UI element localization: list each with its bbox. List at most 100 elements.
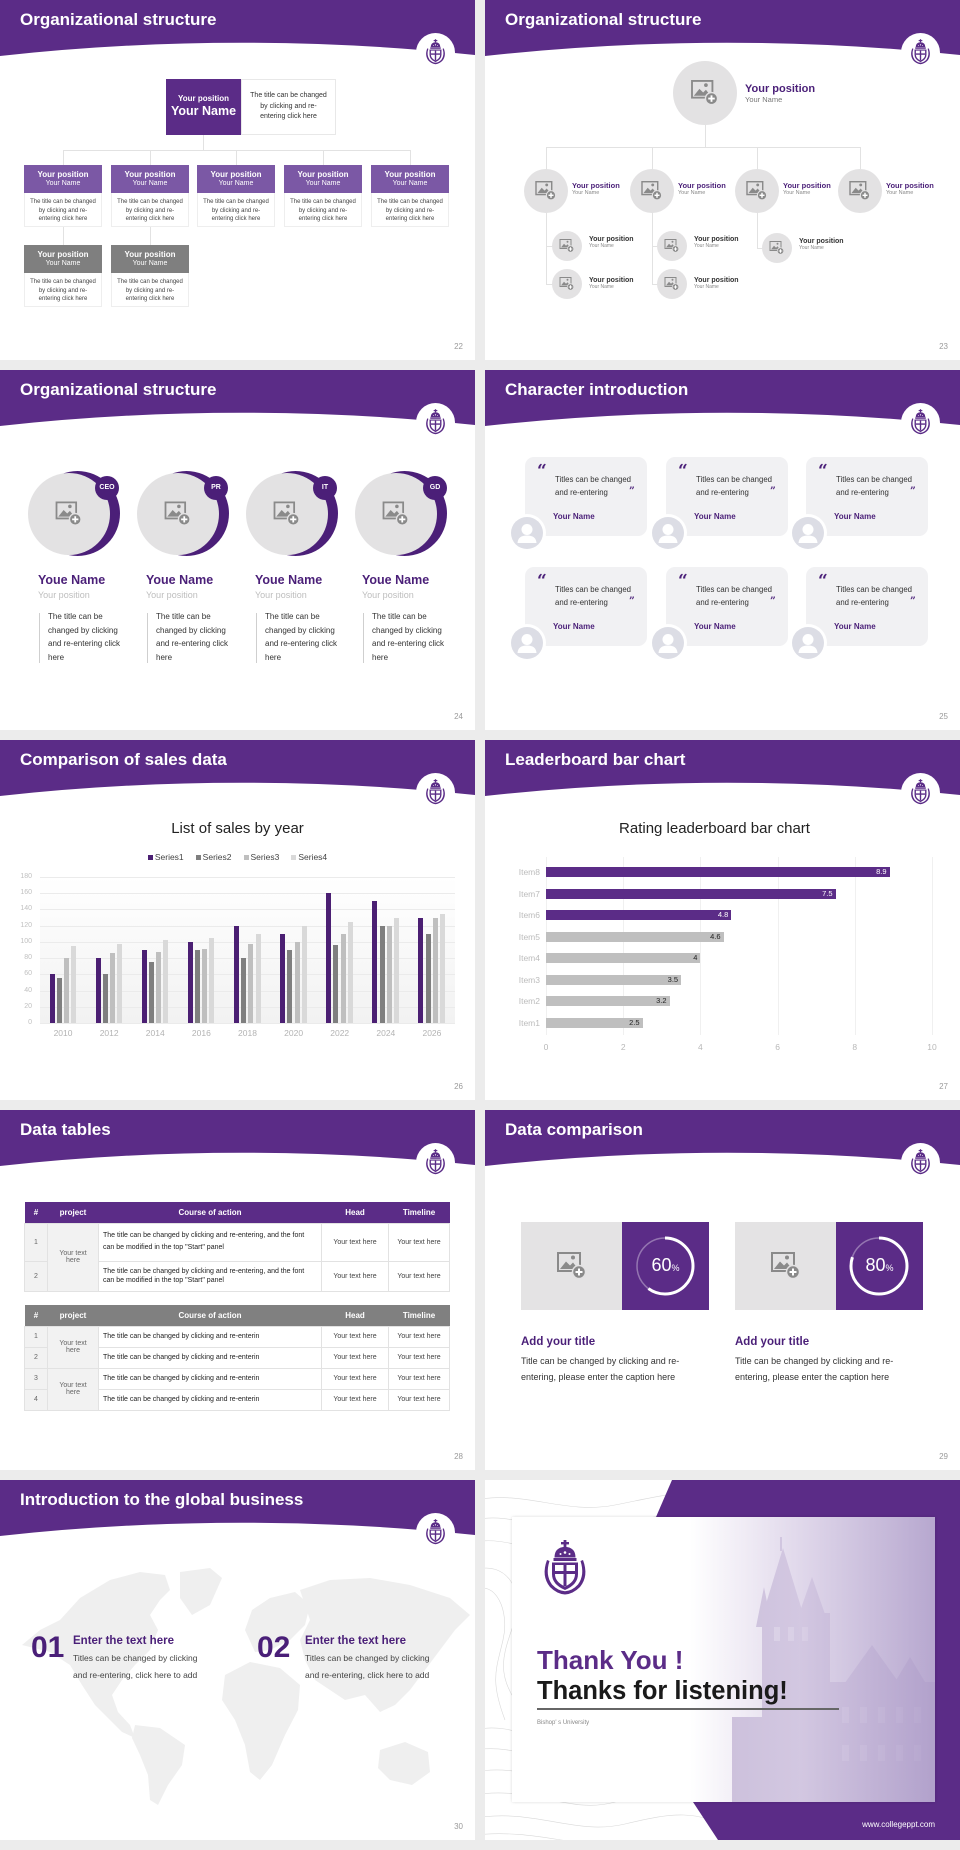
position-label: Your position bbox=[572, 181, 620, 190]
bar-series4-2026 bbox=[440, 913, 446, 1023]
photo-placeholder bbox=[657, 269, 687, 299]
org-card: Your position Your Name The title can be … bbox=[24, 165, 102, 227]
org-card-header: Your position Your Name bbox=[197, 165, 275, 193]
progress-percent: 80% bbox=[836, 1255, 923, 1276]
name-label: Your Name bbox=[783, 190, 811, 196]
photo-placeholder bbox=[552, 231, 582, 261]
column-header: # bbox=[24, 1305, 48, 1326]
image-placeholder-icon bbox=[165, 502, 192, 527]
name-label: Your Name bbox=[886, 190, 914, 196]
table-row: 2 The title can be changed by clicking a… bbox=[24, 1260, 450, 1292]
y-tick-label: 80 bbox=[24, 954, 32, 962]
image-placeholder-icon bbox=[560, 277, 575, 291]
category-label: Item2 bbox=[518, 996, 540, 1007]
avatar bbox=[649, 624, 687, 662]
avatar bbox=[789, 624, 827, 662]
image-placeholder-icon bbox=[770, 241, 785, 255]
item-number: 02 bbox=[257, 1631, 291, 1664]
y-tick-label: 100 bbox=[20, 937, 32, 945]
user-avatar-icon bbox=[792, 517, 824, 549]
y-tick-label: 40 bbox=[24, 986, 32, 994]
image-placeholder-icon bbox=[560, 239, 575, 253]
org-card: Your position Your Name The title can be … bbox=[197, 165, 275, 227]
gridline bbox=[546, 857, 547, 1035]
org-card-description: The title can be changed by clicking and… bbox=[111, 193, 189, 227]
university-crest-icon bbox=[901, 1143, 940, 1182]
connector-line bbox=[203, 135, 204, 150]
header-band bbox=[485, 740, 960, 796]
slide-title: Character introduction bbox=[505, 380, 689, 399]
bar-series1-2024 bbox=[372, 901, 378, 1023]
slide-22: Organizational structure Your position Y… bbox=[0, 0, 475, 360]
photo-placeholder bbox=[673, 61, 737, 125]
thank-you-heading: Thank You ! bbox=[537, 1645, 684, 1675]
column-header: Head bbox=[321, 1305, 389, 1326]
org-level2-label: Your position Your Name bbox=[678, 181, 726, 196]
close-quote-icon: ” bbox=[629, 486, 635, 497]
bar-series4-2010 bbox=[71, 945, 77, 1023]
item-body: Titles can be changed by clicking and re… bbox=[73, 1653, 198, 1680]
image-placeholder-icon bbox=[383, 502, 410, 527]
testimonial-card: “ Titles can be changed and re-entering … bbox=[789, 457, 928, 552]
quote-text: Titles can be changed and re-entering bbox=[836, 585, 912, 607]
bar-series3-2024 bbox=[386, 925, 392, 1023]
legend-swatch-icon bbox=[147, 855, 153, 861]
bar-series4-2014 bbox=[163, 940, 169, 1023]
user-avatar-icon bbox=[792, 627, 824, 659]
connector-line bbox=[757, 248, 765, 249]
name-label: Your Name bbox=[218, 180, 254, 187]
photo-placeholder bbox=[521, 1222, 622, 1310]
photo-placeholder bbox=[657, 231, 687, 261]
chart-plot-area: 0 2 4 6 8 10 2.5 Item1 3.2 Item2 3.5 Item3 4 Item4 4.6… bbox=[519, 857, 937, 1052]
user-avatar-icon bbox=[652, 517, 684, 549]
image-placeholder-icon bbox=[771, 1252, 801, 1280]
bar-series2-2022 bbox=[333, 945, 339, 1023]
org-level3-label: Your position Your Name bbox=[799, 238, 844, 251]
image-placeholder-icon bbox=[641, 181, 663, 201]
university-crest-icon bbox=[416, 33, 455, 72]
category-label: Item1 bbox=[518, 1018, 540, 1028]
x-tick-label: 0 bbox=[543, 1042, 549, 1052]
connector-line bbox=[705, 125, 706, 147]
y-tick-label: 60 bbox=[24, 970, 32, 978]
org-top-label: Your position Your Name bbox=[745, 83, 815, 104]
testimonial-card: “ Titles can be changed and re-entering … bbox=[508, 457, 647, 552]
project-cell: Your text here bbox=[47, 1222, 99, 1292]
slide-27: Leaderboard bar chart Rating leaderboard… bbox=[485, 740, 960, 1100]
quote-author: Your Name bbox=[694, 512, 736, 521]
position-label: Your position bbox=[384, 170, 436, 179]
position-label: Your position bbox=[210, 170, 262, 179]
thank-you-card: Thank You ! Thanks for listening! Bishop… bbox=[512, 1517, 935, 1802]
legend-item-series2: Series2 bbox=[195, 852, 232, 862]
connector-line bbox=[546, 147, 547, 284]
name-label: Your Name bbox=[589, 243, 614, 249]
org-card-header: Your position Your Name bbox=[24, 165, 102, 193]
bar-series2-2014 bbox=[148, 962, 154, 1023]
row-number: 1 bbox=[24, 1222, 48, 1262]
photo-placeholder bbox=[735, 169, 779, 213]
gridline bbox=[40, 893, 455, 895]
gridline bbox=[40, 1023, 455, 1024]
university-crest-icon bbox=[901, 773, 940, 812]
quote-text: Titles can be changed and re-entering bbox=[696, 585, 772, 607]
bar-series3-2026 bbox=[432, 917, 438, 1023]
x-tick-label: 2026 bbox=[422, 1028, 442, 1038]
legend-swatch-icon bbox=[195, 855, 201, 861]
quote-author: Your Name bbox=[553, 512, 595, 521]
slide-31-thank-you: Thank You ! Thanks for listening! Bishop… bbox=[485, 1480, 960, 1840]
header-band bbox=[0, 740, 475, 796]
photo-place holder bbox=[762, 233, 792, 263]
course-cell: The title can be changed by clicking and… bbox=[98, 1325, 322, 1348]
data-label: 4.6 bbox=[710, 931, 721, 941]
page-number: 27 bbox=[939, 1082, 948, 1091]
chart-title: Rating leaderboard bar chart bbox=[619, 820, 810, 837]
photo-placeholder bbox=[630, 169, 674, 213]
item-number: 01 bbox=[31, 1631, 65, 1664]
divider-line bbox=[147, 613, 148, 663]
university-crest-icon bbox=[901, 403, 940, 442]
position-label: Your position bbox=[745, 83, 816, 95]
image-placeholder-icon bbox=[665, 239, 680, 253]
row-number: 4 bbox=[24, 1388, 48, 1411]
org-card: Your position Your Name The title can be … bbox=[111, 165, 189, 227]
x-tick-label: 2024 bbox=[376, 1028, 396, 1038]
